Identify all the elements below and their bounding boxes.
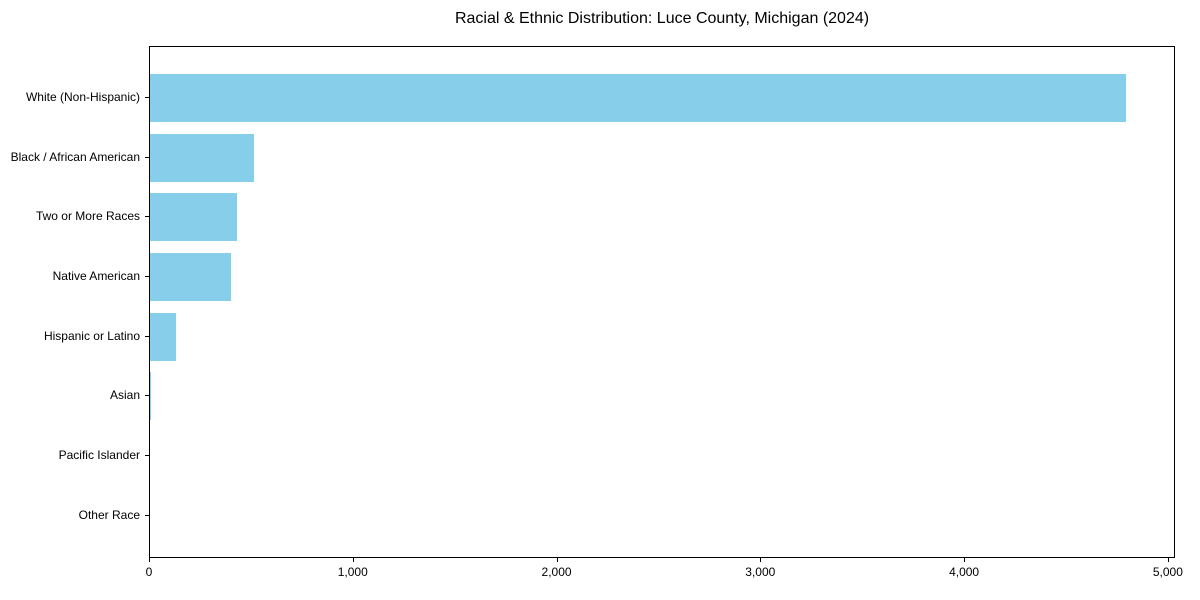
x-tick-label-3-000: 3,000 bbox=[745, 565, 776, 579]
bar-asian bbox=[150, 372, 152, 421]
x-tick-mark bbox=[760, 558, 762, 562]
bar-hispanic-or-latino bbox=[150, 312, 177, 361]
y-category-label-white-non-hispanic: White (Non-Hispanic) bbox=[25, 90, 140, 104]
y-tick-mark bbox=[145, 97, 149, 98]
y-tick-mark bbox=[145, 275, 149, 277]
x-tick-mark bbox=[964, 558, 966, 562]
y-tick-mark bbox=[145, 395, 149, 397]
chart-title: Racial & Ethnic Distribution: Luce Count… bbox=[454, 10, 870, 27]
bar-black-african-american bbox=[150, 133, 254, 182]
y-category-label-native-american: Native American bbox=[52, 268, 140, 283]
x-tick-label-5-000: 5,000 bbox=[1152, 565, 1183, 579]
x-tick-label-0: 0 bbox=[145, 565, 153, 579]
plot-area bbox=[149, 46, 1175, 558]
x-tick-label-1-000: 1,000 bbox=[337, 565, 368, 579]
x-tick-mark bbox=[149, 558, 150, 562]
y-tick-mark bbox=[145, 216, 149, 218]
bar-white-non-hispanic bbox=[150, 74, 1127, 122]
x-tick-label-4-000: 4,000 bbox=[949, 565, 980, 579]
x-tick-mark bbox=[1167, 558, 1169, 562]
x-tick-mark bbox=[556, 558, 558, 562]
y-category-label-other-race: Other Race bbox=[78, 507, 140, 522]
y-tick-mark bbox=[145, 454, 149, 456]
bar-native-american bbox=[150, 252, 232, 301]
y-category-label-hispanic-or-latino: Hispanic or Latino bbox=[43, 328, 140, 343]
bar-two-or-more-races bbox=[150, 193, 238, 242]
y-category-label-asian: Asian bbox=[109, 388, 140, 403]
y-category-label-black-african-american: Black / African American bbox=[10, 149, 140, 164]
y-category-label-pacific-islander: Pacific Islander bbox=[58, 447, 140, 462]
y-category-label-two-or-more-races: Two or More Races bbox=[35, 209, 140, 224]
x-tick-label-2-000: 2,000 bbox=[541, 565, 572, 579]
y-tick-mark bbox=[145, 335, 149, 337]
x-tick-mark bbox=[352, 558, 354, 562]
y-tick-mark bbox=[145, 156, 149, 158]
y-tick-mark bbox=[145, 514, 149, 516]
